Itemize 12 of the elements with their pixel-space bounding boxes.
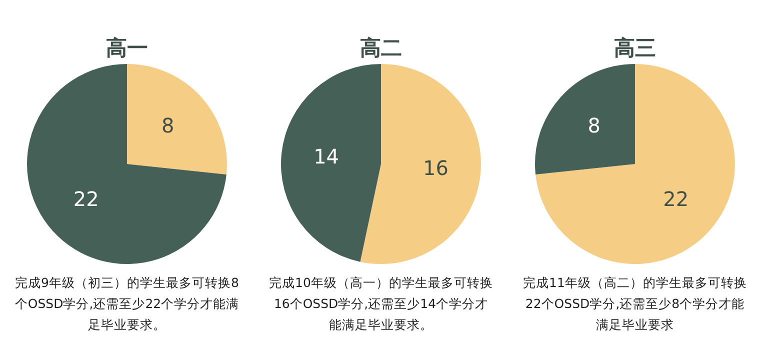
data-label: 22 [663,187,689,212]
text: 完成11年级（高二）的学生最多可转换22个OSSD学分,还需至少8个学分才能满足毕业要求 [522,274,748,334]
chart-title: 高二 [360,35,402,62]
data-label: 22 [73,187,99,212]
text: 完成10年级（高一）的学生最多可转换16个OSSD学分,还需至少14个学分才能满足毕业要求。 [268,274,494,334]
data-label: 16 [422,156,448,180]
chart-title: 高三 [614,35,656,62]
text: 完成9年级（初三）的学生最多可转换8个OSSD学分,还需至少22个学分才能满足毕业要求。 [14,274,240,334]
data-label: 14 [314,144,340,168]
data-label: 8 [588,113,600,138]
data-label: 8 [162,113,174,138]
chart-title: 高一 [106,35,148,62]
